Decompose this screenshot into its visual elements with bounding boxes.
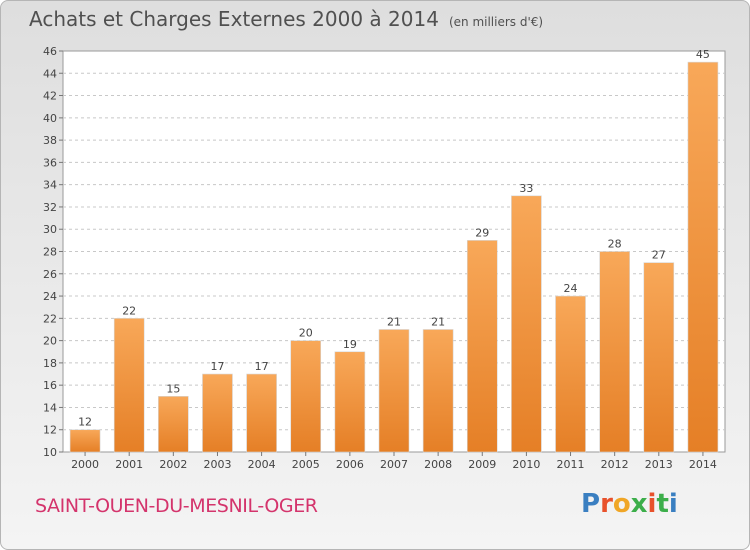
y-axis: 10 12 14 16 18 20 22 24 26 28 30 32 34 36 38 40 42 44 46 (43, 45, 63, 459)
y-tick-label: 44 (43, 67, 57, 80)
x-tick-label-2003: 2003 (203, 458, 231, 471)
bar-2009 (466, 240, 498, 453)
x-tick-label-2004: 2004 (248, 458, 276, 471)
y-tick-label: 24 (43, 290, 57, 303)
proxiti-logo: Proxiti (581, 489, 678, 519)
y-tick-label: 46 (43, 45, 57, 58)
y-tick-label: 42 (43, 90, 57, 103)
y-tick-label: 10 (43, 446, 57, 459)
data-label-2006: 19 (343, 338, 357, 351)
bar-2002 (158, 396, 189, 453)
x-tick-label-2007: 2007 (380, 458, 408, 471)
bars (69, 61, 719, 453)
bar-2006 (334, 351, 366, 453)
x-axis: 2000 2001 2002 2003 2004 2005 2006 2007 2008 2009… (71, 452, 717, 471)
x-tick-label-2005: 2005 (292, 458, 320, 471)
y-tick-label: 32 (43, 201, 57, 214)
bar-2011 (555, 295, 586, 453)
data-label-2011: 24 (564, 282, 578, 295)
x-tick-label-2008: 2008 (424, 458, 452, 471)
x-tick-label-2011: 2011 (557, 458, 585, 471)
y-tick-label: 26 (43, 268, 57, 281)
x-tick-label-2006: 2006 (336, 458, 364, 471)
x-tick-label-2001: 2001 (115, 458, 143, 471)
data-label-2013: 27 (652, 249, 666, 262)
bar-2003 (202, 373, 233, 453)
y-tick-label: 12 (43, 424, 57, 437)
data-label-2004: 17 (255, 360, 269, 373)
bar-2004 (246, 373, 277, 453)
x-tick-label-2002: 2002 (159, 458, 187, 471)
data-label-2002: 15 (166, 382, 180, 395)
data-labels: 12 22 15 17 17 20 19 21 21 29 33 24 28 27 45 (78, 48, 710, 429)
x-tick-label-2014: 2014 (689, 458, 717, 471)
chart-unit: (en milliers d'€) (448, 15, 544, 29)
bar-2008 (422, 329, 454, 453)
commune-name: SAINT-OUEN-DU-MESNIL-OGER (35, 495, 318, 517)
bar-2005 (290, 340, 322, 453)
bar-2012 (599, 251, 630, 453)
x-tick-label-2010: 2010 (512, 458, 540, 471)
data-label-2003: 17 (210, 360, 224, 373)
y-tick-label: 40 (43, 112, 57, 125)
y-tick-label: 16 (43, 379, 57, 392)
data-label-2009: 29 (475, 226, 489, 239)
y-tick-label: 30 (43, 223, 57, 236)
bar-2001 (113, 318, 145, 453)
x-tick-label-2009: 2009 (468, 458, 496, 471)
y-tick-label: 34 (43, 179, 57, 192)
bar-2013 (643, 262, 675, 453)
y-tick-label: 36 (43, 156, 57, 169)
data-label-2014: 45 (696, 48, 710, 61)
x-tick-label-2000: 2000 (71, 458, 99, 471)
data-label-2008: 21 (431, 315, 445, 328)
data-label-2001: 22 (122, 304, 136, 317)
y-tick-label: 14 (43, 401, 57, 414)
y-tick-label: 22 (43, 312, 57, 325)
data-label-2000: 12 (78, 416, 92, 429)
bar-2007 (378, 329, 410, 453)
x-tick-label-2012: 2012 (601, 458, 629, 471)
data-label-2010: 33 (519, 182, 533, 195)
bar-2014 (687, 61, 719, 453)
y-tick-label: 20 (43, 335, 57, 348)
bar-2000 (69, 429, 101, 453)
y-tick-label: 38 (43, 134, 57, 147)
data-label-2012: 28 (608, 238, 622, 251)
y-tick-label: 18 (43, 357, 57, 370)
bar-2010 (511, 195, 542, 453)
y-tick-label: 28 (43, 246, 57, 259)
data-label-2005: 20 (299, 327, 313, 340)
data-label-2007: 21 (387, 315, 401, 328)
x-tick-label-2013: 2013 (645, 458, 673, 471)
chart-title: Achats et Charges Externes 2000 à 2014 (e… (29, 7, 544, 31)
